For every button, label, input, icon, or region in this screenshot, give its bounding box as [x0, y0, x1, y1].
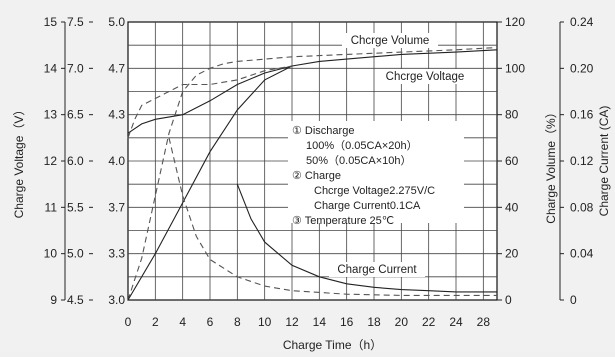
x-tick-label: 12 — [285, 315, 299, 329]
left-outer-tick-label: 9 — [50, 293, 57, 307]
left-inner-tick-label: 5.5 — [67, 200, 84, 214]
x-tick-label: 18 — [367, 315, 381, 329]
annotation-line: 100%（0.05CA×20h） — [306, 139, 418, 152]
x-tick-label: 6 — [207, 315, 214, 329]
left-inner-tick-label: 6.0 — [67, 154, 84, 168]
x-tick-label: 20 — [395, 315, 409, 329]
left-main-tick-label: 4.7 — [108, 61, 125, 75]
right-volume-tick-label: 0 — [505, 293, 512, 307]
x-tick-label: 4 — [179, 315, 186, 329]
annotation-line: 50%（0.05CA×10h） — [306, 154, 411, 167]
left-inner-tick-label: 7.5 — [67, 15, 84, 29]
label-charge-current: Charge Current — [337, 264, 417, 276]
x-tick-label: 10 — [258, 315, 272, 329]
left-outer-tick-label: 15 — [44, 15, 58, 29]
left-outer-tick-label: 13 — [44, 108, 58, 122]
right-current-axis-title: Charge Current (CA) — [597, 106, 611, 217]
x-tick-label: 14 — [313, 315, 327, 329]
left-main-tick-label: 3.3 — [108, 247, 125, 261]
label-charge-volume: Chcrge Volume — [351, 35, 430, 47]
right-current-tick-label: 0.20 — [570, 61, 594, 75]
series-line-charge-voltage-dashed — [127, 65, 293, 138]
x-tick-label: 8 — [234, 315, 241, 329]
x-tick-label: 16 — [340, 315, 354, 329]
left-inner-tick-label: 4.5 — [67, 293, 84, 307]
right-current-tick-label: 0.04 — [570, 247, 594, 261]
x-tick-label: 24 — [449, 315, 463, 329]
left-main-tick-label: 3.7 — [108, 200, 125, 214]
x-axis-title: Charge Time（h） — [283, 338, 382, 352]
right-volume-tick-label: 80 — [505, 108, 519, 122]
right-volume-tick-label: 100 — [505, 61, 525, 75]
series-line-charge-voltage-solid — [127, 65, 293, 134]
left-main-tick-label: 5.0 — [108, 15, 125, 29]
right-volume-tick-label: 120 — [505, 15, 525, 29]
right-volume-axis-title: Charge Volume（%） — [544, 106, 558, 223]
x-tick-label: 22 — [422, 315, 436, 329]
right-current-tick-label: 0 — [570, 293, 577, 307]
annotation-line: ① Discharge — [292, 125, 354, 137]
label-charge-volume-bg — [342, 33, 438, 48]
x-tick-label: 0 — [125, 315, 132, 329]
right-current-tick-label: 0.24 — [570, 15, 594, 29]
x-tick-label: 28 — [477, 315, 491, 329]
x-tick-label: 2 — [152, 315, 159, 329]
left-main-tick-label: 4.3 — [108, 108, 125, 122]
right-current-tick-label: 0.16 — [570, 108, 594, 122]
left-outer-tick-label: 10 — [44, 247, 58, 261]
annotation-line: ③ Temperature 25℃ — [292, 215, 394, 227]
labels: 15 14 13 12 11 10 9 7.5 7.0 6.5 6.0 5.5 5.0 4.5 5.0 4.7… — [12, 15, 611, 352]
right-volume-tick-label: 20 — [505, 247, 519, 261]
left-main-tick-label: 3.0 — [108, 293, 125, 307]
label-charge-current-bg — [329, 262, 425, 277]
right-volume-tick-label: 40 — [505, 200, 519, 214]
left-inner-tick-label: 7.0 — [67, 61, 84, 75]
annotation-line: Charge Current0.1CA — [314, 200, 421, 212]
right-current-tick-label: 0.12 — [570, 154, 594, 168]
left-axis-title: Charge Voltage（V） — [12, 104, 26, 219]
left-inner-tick-label: 6.5 — [67, 108, 84, 122]
left-main-tick-label: 4.0 — [108, 154, 125, 168]
curves — [127, 46, 498, 301]
annotation-line: Chcrge Voltage2.275V/C — [314, 185, 435, 197]
left-outer-tick-label: 12 — [44, 154, 58, 168]
right-volume-tick-label: 60 — [505, 154, 519, 168]
left-inner-tick-label: 5.0 — [67, 247, 84, 261]
annotation-line: ② Charge — [292, 170, 341, 182]
series-line-charge-current-solid — [236, 183, 497, 293]
annotation-box — [288, 121, 464, 223]
left-outer-tick-label: 14 — [44, 61, 58, 75]
label-charge-voltage-bg — [377, 69, 473, 84]
series-line-charge-current-dashed — [168, 137, 497, 296]
left-outer-tick-label: 11 — [45, 200, 58, 214]
right-current-tick-label: 0.08 — [570, 200, 594, 214]
axes — [61, 21, 564, 301]
series-line-chcrge-voltage-solid — [127, 49, 498, 301]
label-charge-voltage: Chcrge Voltage — [386, 71, 465, 83]
